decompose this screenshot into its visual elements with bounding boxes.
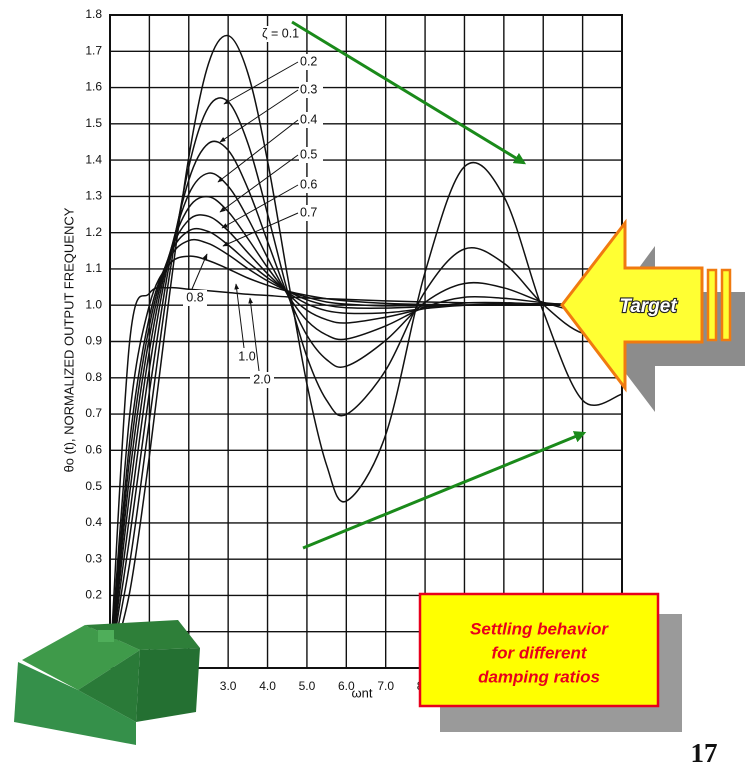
series-label: 0.4 (300, 112, 317, 126)
series-label: 0.5 (300, 147, 317, 161)
house-icon (14, 620, 200, 745)
leader-line (192, 254, 207, 289)
y-tick-label: 1.1 (85, 261, 102, 275)
y-tick-label: 1.0 (85, 297, 102, 311)
y-tick-label: 1.4 (85, 152, 102, 166)
series-label: 2.0 (253, 372, 270, 386)
y-tick-label: 1.6 (85, 80, 102, 94)
y-tick-label: 1.7 (85, 43, 102, 57)
y-tick-label: 0.5 (85, 479, 102, 493)
chart: 0.10.20.30.40.50.60.70.80.91.01.11.21.31… (0, 0, 752, 770)
series-line (110, 36, 622, 668)
y-tick-label: 0.3 (85, 551, 102, 565)
callout-line: Settling behavior (470, 619, 609, 638)
y-tick-label: 0.2 (85, 588, 102, 602)
series-label: 0.2 (300, 54, 317, 68)
y-tick-label: 0.9 (85, 334, 102, 348)
page-number: 17 (691, 738, 718, 768)
y-tick-label: 0.6 (85, 443, 102, 457)
y-tick-label: 0.7 (85, 406, 102, 420)
series-label: 1.0 (238, 349, 255, 363)
leader-line (220, 155, 298, 212)
grid: 0.10.20.30.40.50.60.70.80.91.01.11.21.31… (85, 7, 634, 693)
callout: Settling behavior for different damping … (420, 594, 682, 732)
y-tick-label: 1.3 (85, 189, 102, 203)
series-line (110, 98, 622, 668)
series-label: 0.8 (186, 290, 203, 304)
callout-line: damping ratios (478, 667, 600, 686)
series-label: 0.7 (300, 205, 317, 219)
x-tick-label: 3.0 (220, 679, 237, 693)
target-arrow: Target (562, 223, 745, 412)
x-axis-label: ωnt (352, 685, 373, 700)
arrow (292, 22, 524, 163)
leader-line (218, 120, 298, 182)
y-tick-label: 1.8 (85, 7, 102, 21)
callout-line: for different (491, 643, 587, 662)
x-tick-label: 4.0 (259, 679, 276, 693)
y-tick-label: 1.5 (85, 116, 102, 130)
curves (110, 36, 622, 668)
series-label: 0.6 (300, 177, 317, 191)
x-tick-label: 5.0 (299, 679, 316, 693)
y-tick-label: 0.4 (85, 515, 102, 529)
series-label: 0.3 (300, 82, 317, 96)
y-tick-label: 0.8 (85, 370, 102, 384)
leader-line (220, 90, 298, 142)
series-label: ζ = 0.1 (262, 26, 299, 40)
series-line (110, 141, 622, 668)
y-axis-label: θo (t), NORMALIZED OUTPUT FREQUENCY (61, 207, 76, 472)
x-tick-label: 7.0 (377, 679, 394, 693)
y-tick-label: 1.2 (85, 225, 102, 239)
slide: 0.10.20.30.40.50.60.70.80.91.01.11.21.31… (0, 0, 752, 770)
target-label: Target (619, 296, 677, 317)
